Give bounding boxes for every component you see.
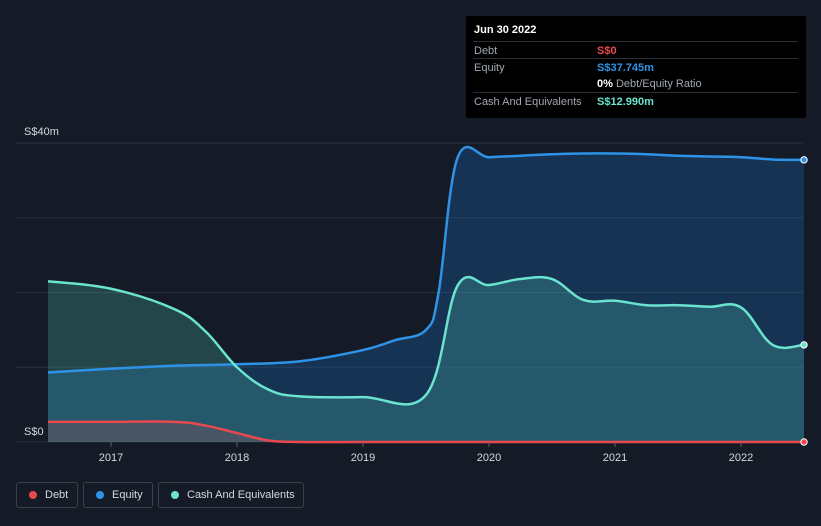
legend-label-equity: Equity <box>112 489 143 501</box>
line-equity <box>47 145 805 374</box>
tooltip-ratio-percent: 0% <box>597 78 613 90</box>
legend-item-cash[interactable]: Cash And Equivalents <box>158 482 304 508</box>
x-tick-label: 2022 <box>729 452 753 464</box>
legend-item-equity[interactable]: Equity <box>83 482 153 508</box>
x-tick-label: 2021 <box>603 452 627 464</box>
legend-label-cash: Cash And Equivalents <box>187 489 295 501</box>
tooltip-row-ratio: 0% Debt/Equity Ratio <box>473 75 798 92</box>
legend-dot-equity <box>96 491 104 499</box>
x-tick-label: 2020 <box>477 452 501 464</box>
legend-item-debt[interactable]: Debt <box>16 482 78 508</box>
line-debt <box>48 420 804 444</box>
endpoint-equity <box>800 156 808 164</box>
legend-label-debt: Debt <box>45 489 69 501</box>
x-axis-ticks: 2017 2018 2019 2020 2021 2022 <box>99 442 753 464</box>
tooltip-ratio: 0% Debt/Equity Ratio <box>597 78 702 90</box>
x-tick-label: 2017 <box>99 452 123 464</box>
series-lines <box>47 145 805 444</box>
endpoint-cash-and-equivalents <box>800 341 808 349</box>
line-cash-and-equivalents <box>47 275 805 406</box>
tooltip-cash-label: Cash And Equivalents <box>474 96 582 108</box>
tooltip-equity-value: S$37.745m <box>597 62 654 74</box>
x-tick-label: 2019 <box>351 452 375 464</box>
tooltip-debt-label: Debt <box>474 45 498 57</box>
series-endpoints <box>800 156 808 446</box>
endpoint-debt <box>800 438 808 446</box>
x-tick-label: 2018 <box>225 452 249 464</box>
y-axis-label-bottom: S$0 <box>24 426 44 438</box>
tooltip: Jun 30 2022 Debt S$0 Equity S$37.745m 0%… <box>466 16 806 118</box>
y-axis-label-top: S$40m <box>24 126 59 138</box>
tooltip-row-equity: Equity S$37.745m <box>473 58 798 76</box>
tooltip-debt-value: S$0 <box>597 45 617 57</box>
legend-dot-cash <box>171 491 179 499</box>
tooltip-row-debt: Debt S$0 <box>473 41 798 59</box>
legend-dot-debt <box>29 491 37 499</box>
tooltip-cash-value: S$12.990m <box>597 96 654 108</box>
tooltip-equity-label: Equity <box>474 62 505 74</box>
area-cash-and-equivalents <box>48 277 804 442</box>
tooltip-ratio-text: Debt/Equity Ratio <box>615 78 702 90</box>
tooltip-row-cash: Cash And Equivalents S$12.990m <box>473 92 798 110</box>
tooltip-date: Jun 30 2022 <box>474 24 537 36</box>
series-areas <box>48 147 804 443</box>
area-debt <box>48 421 804 443</box>
